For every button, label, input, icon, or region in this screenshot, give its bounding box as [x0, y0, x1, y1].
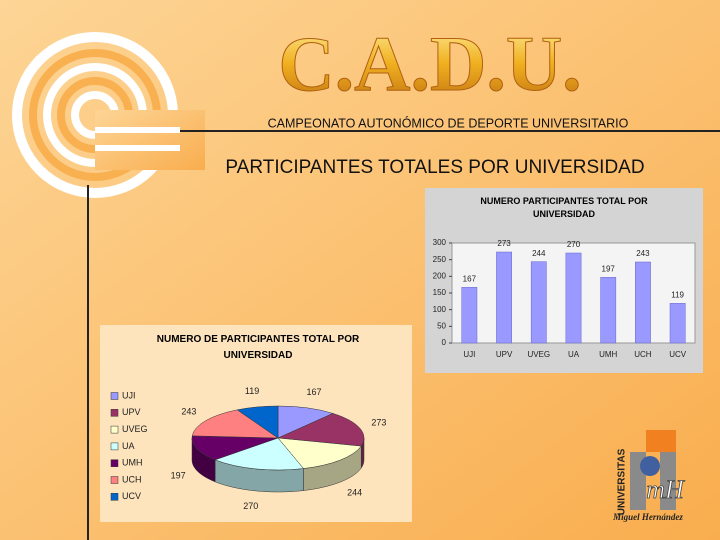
- value-label: 244: [532, 249, 546, 258]
- chart-title: NUMERO DE PARTICIPANTES TOTAL POR UNIVERS…: [157, 334, 360, 361]
- pie-slice: [277, 437, 362, 469]
- logo-vertical-text: UNIVERSITAS: [617, 448, 628, 515]
- legend-label: UCV: [122, 491, 141, 501]
- bar: [600, 277, 617, 344]
- legend-label: UPV: [122, 407, 141, 417]
- logo-title: C.A.D.U.: [278, 20, 581, 107]
- x-tick-label: UPV: [496, 350, 513, 359]
- pie-slice: [191, 409, 279, 439]
- bar: [530, 261, 547, 344]
- x-tick-label: UA: [568, 350, 580, 359]
- logo-name: Miguel Hernández: [612, 512, 683, 522]
- value-label: 167: [307, 387, 322, 397]
- y-tick-label: 300: [433, 238, 447, 247]
- university-logo: UNIVERSITAS mH Miguel Hernández: [612, 430, 685, 522]
- subtitle: CAMPEONATO AUTONÓMICO DE DEPORTE UNIVERS…: [268, 115, 629, 130]
- value-label: 119: [671, 290, 684, 299]
- legend-swatch: [110, 425, 119, 434]
- y-tick-label: 200: [433, 271, 447, 280]
- decoration: [12, 32, 720, 540]
- pie-slice: [191, 435, 279, 461]
- pie-slice: [214, 437, 304, 471]
- chart-title: NUMERO PARTICIPANTES TOTAL POR UNIVERSIDA…: [480, 196, 648, 219]
- value-label: 244: [347, 488, 362, 498]
- value-label: 167: [463, 274, 477, 283]
- value-label: 119: [245, 386, 259, 396]
- legend-swatch: [110, 476, 119, 484]
- legend-label: UJI: [122, 390, 136, 400]
- legend-label: UVEG: [122, 424, 148, 434]
- value-label: 243: [181, 406, 196, 416]
- y-tick-label: 250: [433, 255, 447, 264]
- value-label: 270: [567, 240, 581, 249]
- value-label: 273: [497, 239, 511, 248]
- pie-slice: [277, 413, 365, 447]
- x-tick-label: UMH: [599, 350, 617, 359]
- bar: [461, 287, 478, 344]
- y-tick-label: 150: [433, 288, 447, 297]
- legend-label: UMH: [122, 458, 143, 468]
- pie-slice: [236, 405, 279, 439]
- y-tick-label: 50: [437, 321, 446, 330]
- legend-swatch: [110, 409, 119, 417]
- legend-label: UCH: [122, 474, 142, 484]
- legend-swatch: [110, 392, 119, 400]
- bar: [635, 261, 651, 344]
- slide-title: PARTICIPANTES TOTALES POR UNIVERSIDAD: [225, 157, 644, 178]
- legend-swatch: [110, 459, 119, 467]
- bar: [496, 251, 512, 344]
- y-tick-label: 100: [433, 305, 447, 314]
- y-tick-label: 0: [442, 338, 447, 347]
- x-tick-label: UCH: [634, 350, 652, 359]
- value-label: 270: [243, 501, 258, 511]
- legend-swatch: [110, 442, 119, 451]
- value-label: 197: [171, 470, 186, 480]
- bar: [565, 252, 582, 344]
- x-tick-label: UCV: [669, 350, 687, 359]
- value-label: 197: [602, 264, 616, 273]
- x-tick-label: UVEG: [527, 350, 550, 359]
- x-tick-label: UJI: [463, 350, 475, 359]
- legend-label: UA: [122, 441, 135, 451]
- legend-swatch: [110, 493, 119, 501]
- value-label: 273: [371, 418, 386, 428]
- value-label: 243: [636, 249, 650, 258]
- bar: [669, 303, 686, 344]
- logo-mark: mH: [646, 475, 685, 504]
